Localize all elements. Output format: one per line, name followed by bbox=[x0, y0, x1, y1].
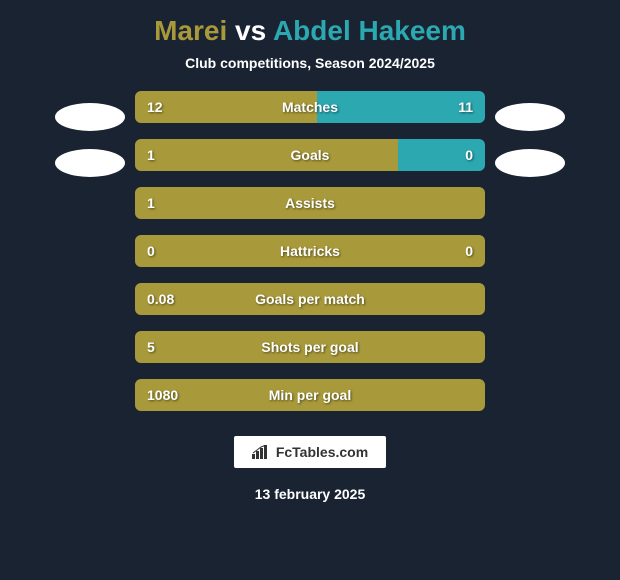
stat-value-left: 0.08 bbox=[147, 291, 174, 307]
stat-value-left: 1080 bbox=[147, 387, 178, 403]
stat-label: Goals bbox=[291, 147, 330, 163]
chart-icon bbox=[252, 445, 270, 459]
avatar-column-right bbox=[495, 91, 565, 177]
bars-column: 12 11 Matches 1 0 Goals 1 Assists 0 0 Hattricks 0.0… bbox=[135, 91, 485, 411]
stat-label: Goals per match bbox=[255, 291, 365, 307]
stat-value-right: 11 bbox=[458, 99, 473, 115]
date-text: 13 february 2025 bbox=[255, 486, 366, 502]
stat-bar: 1 0 Goals bbox=[135, 139, 485, 171]
stat-bar: 1 Assists bbox=[135, 187, 485, 219]
avatar-column-left bbox=[55, 91, 125, 177]
stat-label: Shots per goal bbox=[261, 339, 358, 355]
subtitle: Club competitions, Season 2024/2025 bbox=[185, 55, 435, 71]
stat-value-left: 0 bbox=[147, 243, 155, 259]
avatar-right bbox=[495, 103, 565, 131]
stat-bar: 0 0 Hattricks bbox=[135, 235, 485, 267]
stat-value-left: 1 bbox=[147, 195, 155, 211]
comparison-title: Marei vs Abdel Hakeem bbox=[154, 15, 466, 47]
stat-label: Assists bbox=[285, 195, 335, 211]
stat-value-left: 5 bbox=[147, 339, 155, 355]
stat-bar: 12 11 Matches bbox=[135, 91, 485, 123]
stat-label: Matches bbox=[282, 99, 338, 115]
stat-value-left: 1 bbox=[147, 147, 155, 163]
avatar-right bbox=[495, 149, 565, 177]
stat-value-left: 12 bbox=[147, 99, 163, 115]
stat-value-right: 0 bbox=[465, 147, 473, 163]
stat-bar: 1080 Min per goal bbox=[135, 379, 485, 411]
stat-bar: 5 Shots per goal bbox=[135, 331, 485, 363]
avatar-left bbox=[55, 149, 125, 177]
stat-label: Hattricks bbox=[280, 243, 340, 259]
stat-label: Min per goal bbox=[269, 387, 351, 403]
vs-text: vs bbox=[235, 15, 266, 46]
stat-bar: 0.08 Goals per match bbox=[135, 283, 485, 315]
logo-text: FcTables.com bbox=[276, 444, 368, 460]
player-right-name: Abdel Hakeem bbox=[273, 15, 466, 46]
stat-value-right: 0 bbox=[465, 243, 473, 259]
comparison-section: 12 11 Matches 1 0 Goals 1 Assists 0 0 Hattricks 0.0… bbox=[0, 91, 620, 411]
bar-left-segment bbox=[135, 139, 398, 171]
footer-logo[interactable]: FcTables.com bbox=[234, 436, 386, 468]
avatar-left bbox=[55, 103, 125, 131]
player-left-name: Marei bbox=[154, 15, 227, 46]
